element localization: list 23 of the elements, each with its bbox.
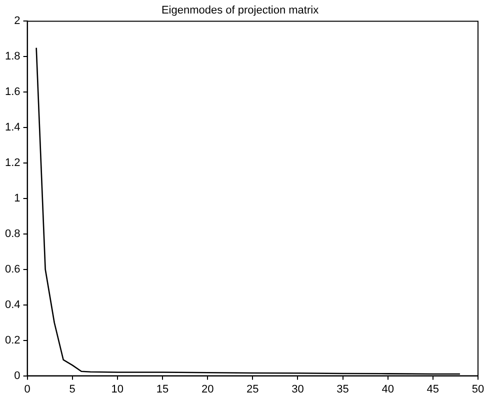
y-tick-label: 0.2 [4, 334, 20, 346]
y-tick-label: 0.6 [4, 263, 20, 276]
x-tick-label: 15 [156, 383, 169, 396]
chart-title: Eigenmodes of projection matrix [161, 4, 320, 17]
y-tick-label: 1.8 [4, 50, 20, 63]
y-tick-label: 0.8 [4, 228, 20, 240]
y-tick-label: 1 [14, 192, 20, 205]
x-tick-label: 45 [426, 383, 440, 396]
y-tick-label: 1.6 [4, 86, 20, 98]
x-tick-label: 5 [69, 383, 76, 396]
x-tick-label: 40 [382, 383, 394, 396]
y-tick-label: 1.4 [4, 122, 20, 134]
x-tick-label: 0 [24, 383, 30, 396]
x-tick-label: 25 [246, 383, 259, 396]
y-tick-label: 1.2 [4, 157, 20, 170]
x-tick-label: 50 [472, 383, 484, 396]
x-tick-label: 35 [336, 383, 349, 396]
y-tick-label: 0.4 [4, 298, 20, 311]
x-tick-label: 30 [292, 383, 304, 396]
x-tick-label: 20 [201, 383, 214, 396]
x-tick-label: 10 [111, 383, 124, 396]
y-tick-label: 0 [14, 370, 20, 382]
y-tick-label: 2 [14, 15, 20, 28]
